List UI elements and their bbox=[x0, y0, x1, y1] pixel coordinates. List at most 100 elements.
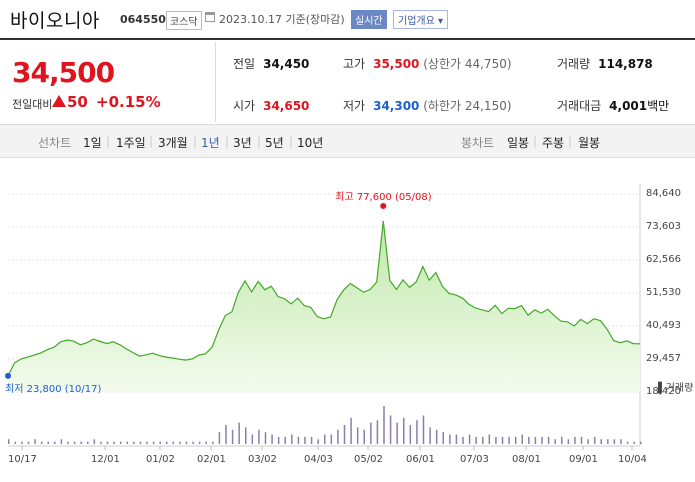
price-area bbox=[8, 221, 640, 392]
low-price: 저가 34,300 (하한가 24,150) bbox=[343, 97, 512, 114]
stock-name: 바이오니아 bbox=[10, 6, 100, 33]
x-tick-label: 05/02 bbox=[354, 454, 383, 465]
tab-1d[interactable]: 1일 bbox=[83, 134, 102, 151]
volume-bar bbox=[186, 442, 188, 444]
y-tick-label: 40,493 bbox=[646, 320, 681, 331]
up-arrow-icon bbox=[52, 95, 66, 107]
x-tick-label: 09/01 bbox=[569, 454, 598, 465]
tab-monthly[interactable]: 월봉 bbox=[578, 134, 600, 151]
volume-bar bbox=[449, 435, 451, 445]
volume-bar bbox=[87, 442, 89, 444]
volume-bar bbox=[245, 427, 247, 444]
volume-bar bbox=[403, 418, 405, 444]
volume-bar bbox=[324, 435, 326, 445]
candle-chart-label: 봉차트 bbox=[461, 134, 494, 151]
volume-bar bbox=[271, 435, 273, 445]
divider bbox=[215, 42, 216, 122]
volume-bar bbox=[232, 430, 234, 444]
high-annotation: 최고 77,600 (05/08) bbox=[335, 188, 431, 203]
tab-weekly[interactable]: 주봉 bbox=[542, 134, 564, 151]
low-point-marker bbox=[5, 373, 11, 379]
volume-bar bbox=[489, 435, 491, 445]
volume-bar bbox=[206, 442, 208, 444]
volume-bar bbox=[238, 423, 240, 444]
trade-amount: 거래대금 4,001백만 bbox=[557, 97, 669, 114]
volume-bar bbox=[28, 442, 30, 444]
volume: 거래량 114,878 bbox=[557, 55, 653, 72]
tab-1w[interactable]: 1주일 bbox=[116, 134, 146, 151]
volume-bar bbox=[252, 435, 254, 445]
volume-bar bbox=[469, 435, 471, 445]
volume-bar bbox=[100, 442, 102, 444]
volume-bar bbox=[304, 437, 306, 444]
volume-bar bbox=[436, 430, 438, 444]
volume-bar bbox=[179, 442, 181, 444]
volume-bar bbox=[107, 442, 109, 444]
change-amount: 50 bbox=[67, 93, 88, 111]
volume-bar bbox=[633, 442, 635, 444]
change-percent: +0.15% bbox=[96, 93, 161, 111]
x-tick-label: 03/02 bbox=[248, 454, 277, 465]
volume-bar bbox=[423, 416, 425, 445]
volume-bar bbox=[212, 442, 214, 444]
x-tick-label: 10/17 bbox=[8, 454, 37, 465]
company-info-dropdown[interactable]: 기업개요 ▾ bbox=[393, 10, 448, 29]
volume-bar bbox=[159, 442, 161, 444]
stock-header: 바이오니아 064550 코스닥 2023.10.17 기준(장마감) 실시간 … bbox=[0, 0, 695, 38]
tab-5y[interactable]: 5년 bbox=[265, 134, 284, 151]
tab-3y[interactable]: 3년 bbox=[233, 134, 252, 151]
volume-bar bbox=[337, 430, 339, 444]
tab-daily[interactable]: 일봉 bbox=[507, 134, 529, 151]
volume-bar bbox=[173, 442, 175, 444]
volume-bar bbox=[522, 435, 524, 445]
volume-bar bbox=[541, 437, 543, 444]
volume-bar bbox=[265, 432, 267, 444]
open-price: 시가 34,650 bbox=[233, 97, 309, 114]
volume-bar bbox=[317, 439, 319, 444]
volume-bar bbox=[568, 439, 570, 444]
volume-bar bbox=[574, 437, 576, 444]
volume-bar bbox=[607, 439, 609, 444]
prev-close: 전일 34,450 bbox=[233, 55, 309, 72]
low-annotation: 최저 23,800 (10/17) bbox=[5, 380, 101, 395]
volume-bar bbox=[502, 437, 504, 444]
market-badge: 코스닥 bbox=[166, 11, 202, 30]
x-tick-label: 01/02 bbox=[146, 454, 175, 465]
volume-bar bbox=[225, 425, 227, 444]
volume-bar bbox=[475, 437, 477, 444]
volume-bar bbox=[383, 406, 385, 444]
volume-bar bbox=[508, 437, 510, 444]
volume-bar bbox=[94, 439, 96, 444]
volume-bar bbox=[219, 432, 221, 444]
tab-3m[interactable]: 3개월 bbox=[158, 134, 188, 151]
tab-1y[interactable]: 1년 bbox=[201, 134, 220, 151]
volume-bar bbox=[54, 442, 56, 444]
tab-10y[interactable]: 10년 bbox=[297, 134, 323, 151]
volume-bar bbox=[587, 439, 589, 444]
volume-bar bbox=[627, 442, 629, 444]
volume-bar bbox=[74, 442, 76, 444]
x-tick-label: 04/03 bbox=[304, 454, 333, 465]
volume-bar bbox=[41, 442, 43, 444]
volume-bar bbox=[344, 425, 346, 444]
price-chart: 84,640 73,603 62,566 51,530 40,493 29,457 18,4… bbox=[0, 160, 695, 478]
realtime-button[interactable]: 실시간 bbox=[351, 10, 387, 29]
volume-bar bbox=[370, 423, 372, 444]
x-tick-label: 08/01 bbox=[512, 454, 541, 465]
volume-bar bbox=[258, 430, 260, 444]
y-tick-label: 73,603 bbox=[646, 221, 681, 232]
volume-bar bbox=[80, 442, 82, 444]
stock-code: 064550 bbox=[120, 13, 166, 26]
x-tick-label: 10/04 bbox=[618, 454, 647, 465]
x-tick-label: 07/03 bbox=[460, 454, 489, 465]
volume-bar bbox=[462, 437, 464, 444]
y-tick-label: 62,566 bbox=[646, 254, 681, 265]
volume-bar bbox=[199, 442, 201, 444]
y-tick-label: 51,530 bbox=[646, 287, 681, 298]
volume-bar bbox=[120, 442, 122, 444]
volume-bar bbox=[34, 439, 36, 444]
volume-bar bbox=[8, 439, 10, 444]
volume-bar bbox=[482, 437, 484, 444]
current-price: 34,500 bbox=[12, 56, 114, 89]
quote-date: 2023.10.17 기준(장마감) bbox=[219, 11, 345, 27]
